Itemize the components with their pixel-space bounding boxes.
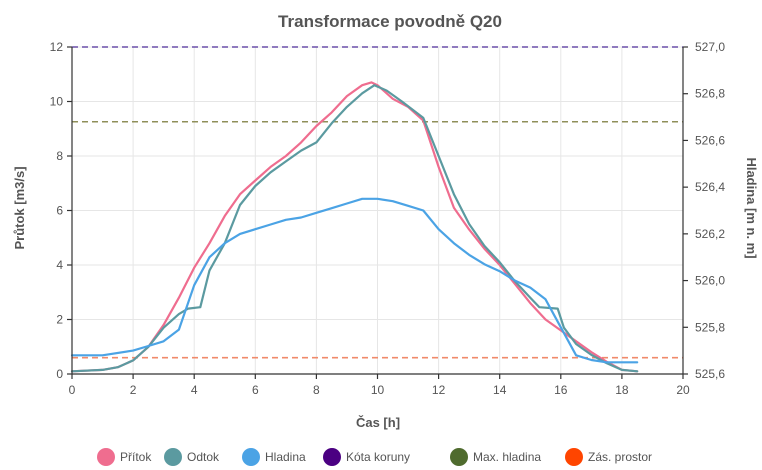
legend-marker (565, 448, 583, 466)
y2-tick-label: 526,6 (695, 133, 725, 147)
y-tick-label: 0 (56, 367, 63, 381)
y-tick-label: 12 (50, 40, 64, 54)
legend-marker (242, 448, 260, 466)
legend-marker (97, 448, 115, 466)
legend: Přítok Odtok Hladina Kóta koruny Max. hladin… (97, 448, 652, 466)
reference-lines (72, 46, 683, 359)
x-tick-label: 12 (432, 383, 446, 397)
legend-label: Kóta koruny (346, 450, 410, 464)
x-tick-label: 18 (615, 383, 629, 397)
legend-label: Zás. prostor (588, 450, 652, 464)
legend-label: Přítok (120, 450, 152, 464)
y2-tick-label: 525,8 (695, 320, 725, 334)
axes: 0 2 4 6 8 10 12 14 16 18 20 0 2 4 6 8 10 12 525,6 525,8 526,… (50, 40, 726, 397)
x-tick-label: 20 (676, 383, 690, 397)
x-tick-label: 2 (130, 383, 137, 397)
legend-marker (450, 448, 468, 466)
y-tick-label: 8 (56, 149, 63, 163)
y-axis-title: Průtok [m3/s] (12, 166, 27, 249)
legend-marker (164, 448, 182, 466)
y-tick-label: 10 (50, 95, 64, 109)
y-tick-label: 6 (56, 204, 63, 218)
y2-tick-label: 525,6 (695, 367, 725, 381)
series-line (70, 81, 639, 373)
y-tick-label: 4 (56, 258, 63, 272)
y2-tick-label: 527,0 (695, 40, 725, 54)
legend-label: Max. hladina (473, 450, 541, 464)
y2-tick-label: 526,0 (695, 274, 725, 288)
x-tick-label: 4 (191, 383, 198, 397)
x-tick-label: 0 (69, 383, 76, 397)
x-tick-label: 14 (493, 383, 507, 397)
legend-label: Hladina (265, 450, 306, 464)
x-tick-label: 8 (313, 383, 320, 397)
series-line (70, 197, 639, 364)
series-lines (70, 81, 639, 373)
y2-axis-title: Hladina [m n. m] (744, 157, 759, 258)
legend-marker (323, 448, 341, 466)
x-tick-label: 10 (371, 383, 385, 397)
x-tick-label: 6 (252, 383, 259, 397)
y2-tick-label: 526,8 (695, 87, 725, 101)
series-line (70, 84, 639, 373)
legend-label: Odtok (187, 450, 220, 464)
x-tick-label: 16 (554, 383, 568, 397)
y-tick-label: 2 (56, 313, 63, 327)
y2-tick-label: 526,4 (695, 180, 725, 194)
chart-title: Transformace povodně Q20 (278, 12, 502, 31)
y2-tick-label: 526,2 (695, 227, 725, 241)
x-axis-title: Čas [h] (356, 415, 400, 430)
